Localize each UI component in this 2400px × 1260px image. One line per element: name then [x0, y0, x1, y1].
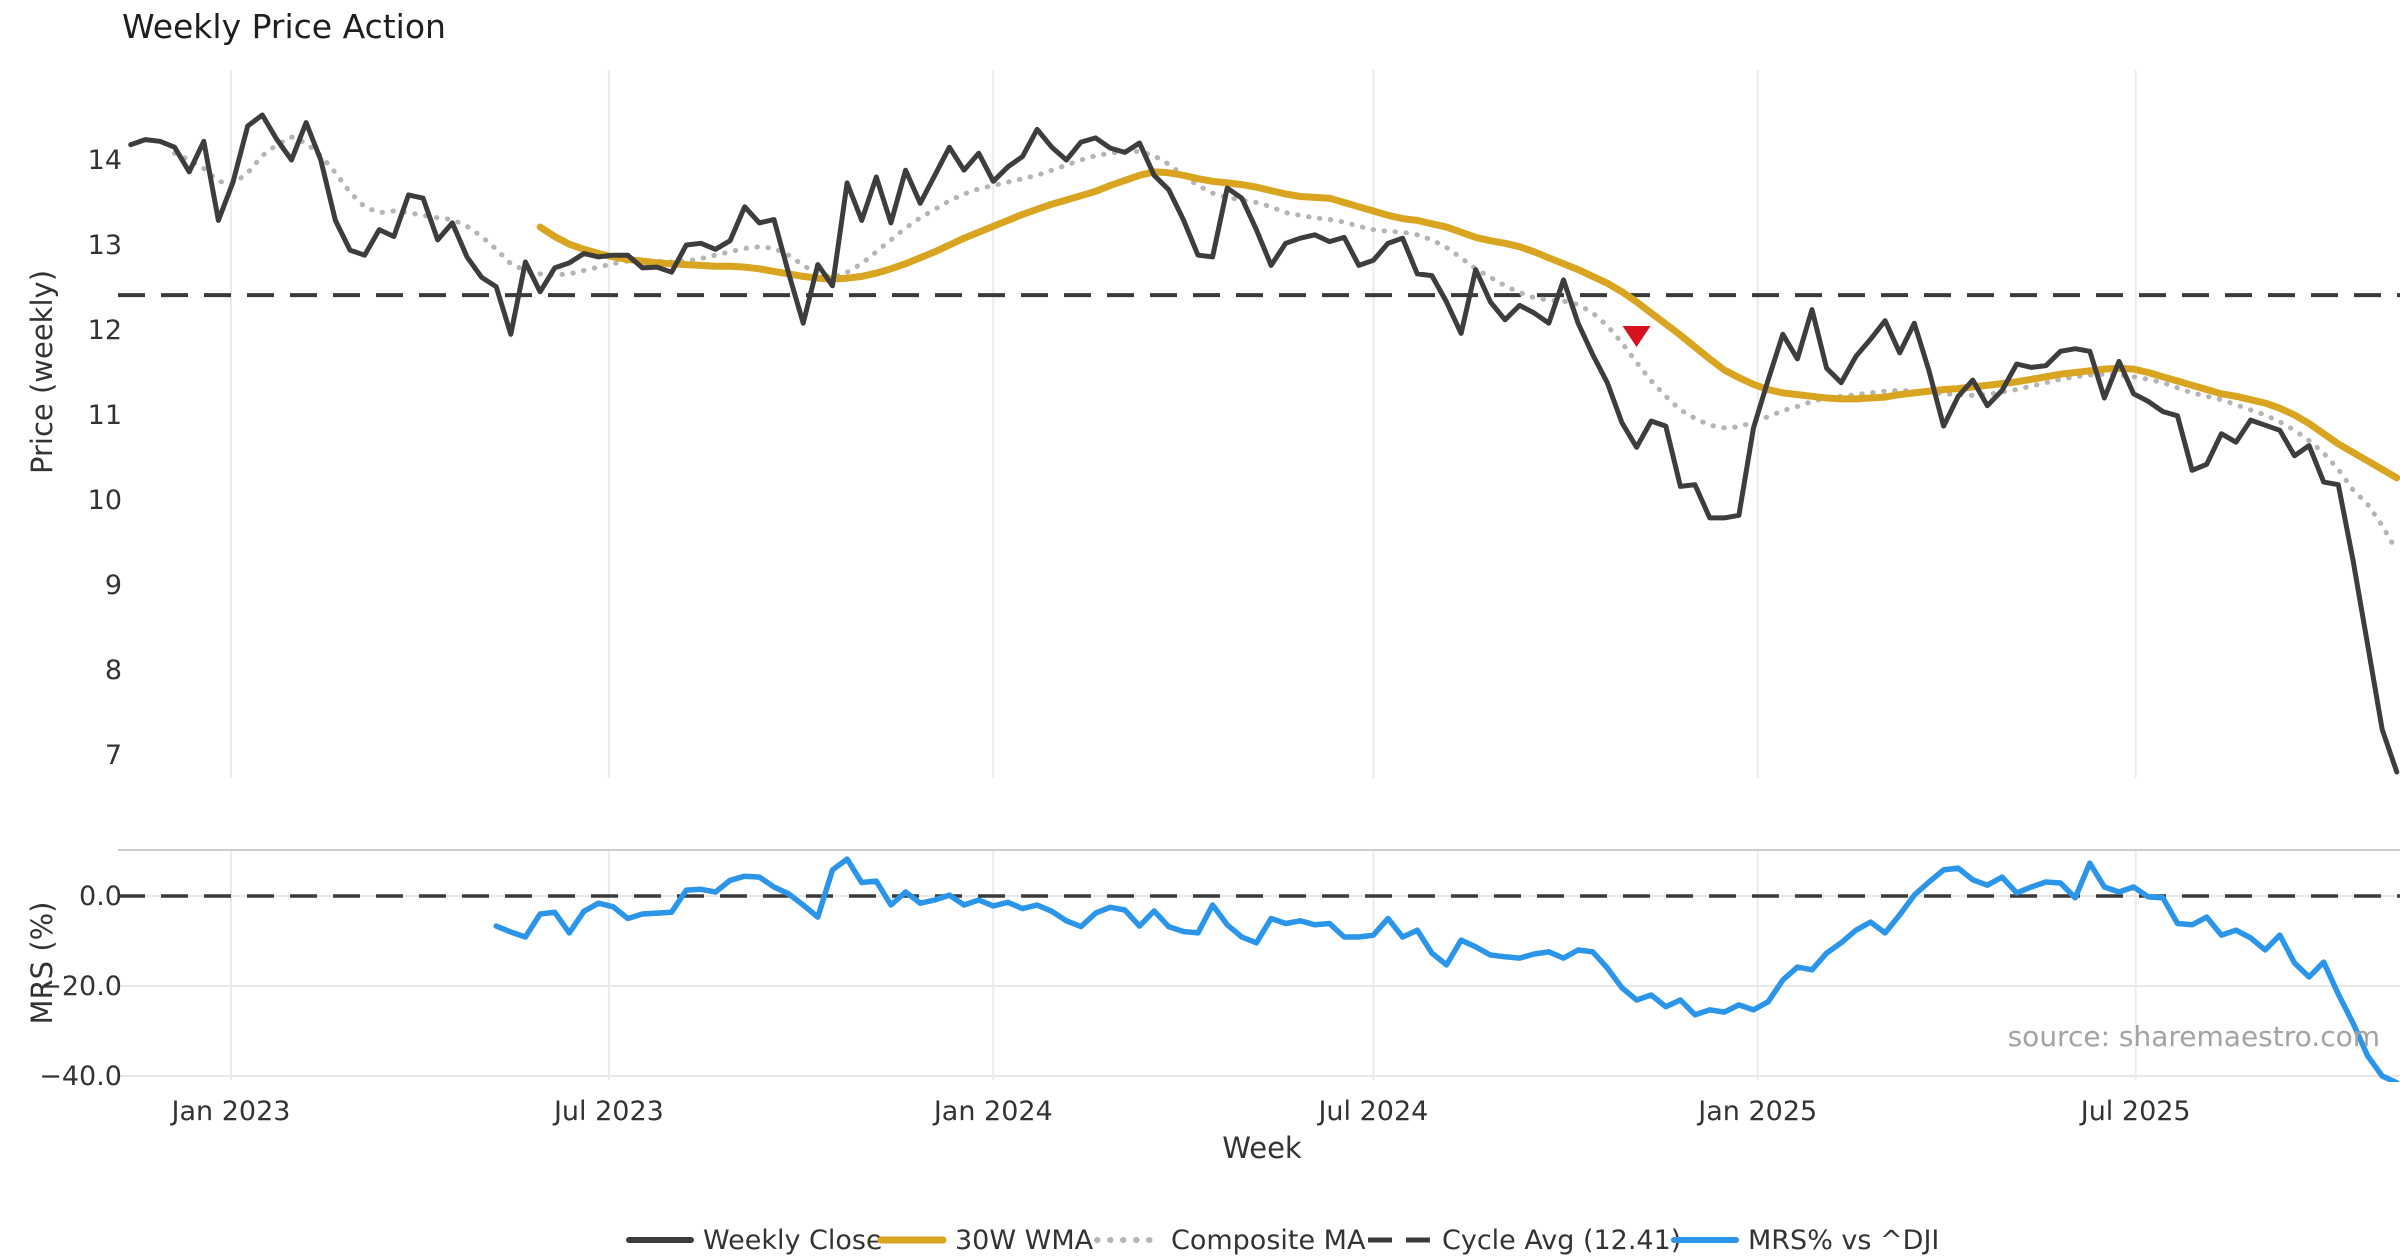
mrs-axis-label: MRS (%): [25, 902, 59, 1025]
legend-label-30w-wma: 30W WMA: [955, 1225, 1094, 1256]
mrs-ytick-label: −40.0: [39, 1061, 122, 1092]
x-tick-label: Jan 2025: [1696, 1096, 1817, 1127]
price-ytick-label: 10: [88, 485, 122, 516]
price-axis-label: Price (weekly): [25, 270, 59, 474]
price-ytick-label: 7: [105, 740, 122, 771]
legend-label-mrs: MRS% vs ^DJI: [1748, 1225, 1939, 1256]
legend-label-weekly-close: Weekly Close: [703, 1225, 883, 1256]
mrs-ytick-label: 0.0: [79, 881, 122, 912]
weekly_close-line: [128, 112, 2400, 775]
axis-tick-labels: 14 13 12 11 10 9 8 7 0.0 −20.0 −40.0 Jan 2023 Jul 20…: [39, 145, 2190, 1127]
x-tick-label: Jul 2023: [552, 1096, 664, 1127]
mrs-line: [493, 856, 2400, 1082]
price-ytick-label: 8: [105, 655, 122, 686]
legend-label-cycle-avg: Cycle Avg (12.41): [1442, 1225, 1681, 1256]
chart-title: Weekly Price Action: [122, 7, 446, 46]
x-tick-label: Jan 2024: [932, 1096, 1053, 1127]
price-ytick-label: 12: [88, 315, 122, 346]
price-panel-series: [118, 112, 2400, 775]
x-tick-label: Jul 2024: [1316, 1096, 1428, 1127]
chart-legend: Weekly Close 30W WMA Composite MA Cycle …: [626, 1225, 1939, 1256]
price-panel-gridlines: [229, 70, 2137, 778]
price-ytick-label: 11: [88, 400, 122, 431]
x-tick-label: Jan 2023: [170, 1096, 291, 1127]
source-note: source: sharemaestro.com: [2008, 1020, 2380, 1053]
wma_30w-line: [536, 168, 2400, 482]
price-ytick-label: 9: [105, 570, 122, 601]
price-ytick-label: 14: [88, 145, 122, 176]
mrs-panel-series: [118, 856, 2400, 1082]
x-tick-label: Jul 2025: [2079, 1096, 2191, 1127]
composite_ma-line: [172, 134, 2400, 554]
legend-label-composite-ma: Composite MA: [1171, 1225, 1366, 1256]
sell-signal-marker-icon: [1622, 325, 1651, 347]
mrs-ytick-label: −20.0: [39, 971, 122, 1002]
price-ytick-label: 13: [88, 230, 122, 261]
x-axis-label: Week: [1222, 1131, 1302, 1165]
